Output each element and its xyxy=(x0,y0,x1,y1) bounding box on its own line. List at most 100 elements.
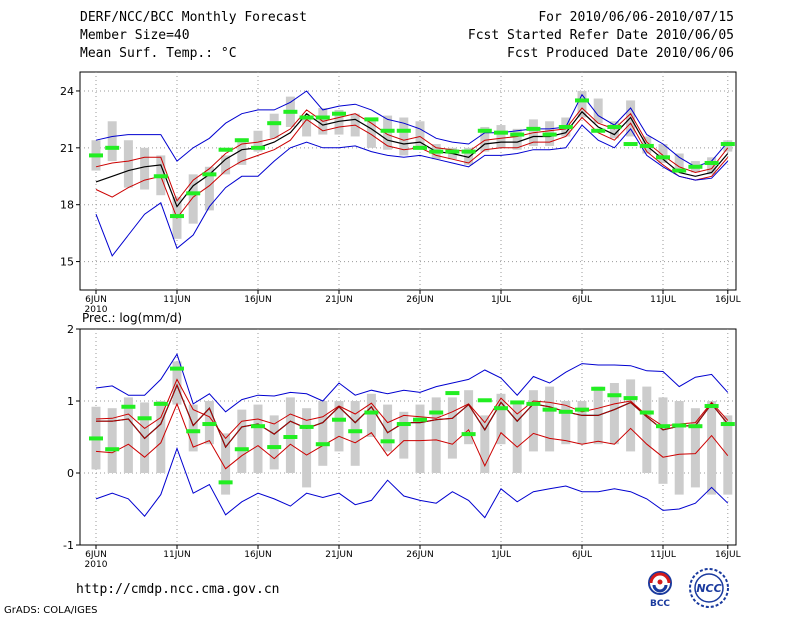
series-line-lower xyxy=(95,402,729,470)
observed-marker xyxy=(283,109,298,114)
x-tick-label: 16JUL xyxy=(715,550,741,560)
ensemble-box xyxy=(674,153,684,173)
y-tick-label: 18 xyxy=(60,199,74,212)
series-line-mean xyxy=(95,110,729,208)
ensemble-box xyxy=(172,361,182,405)
ensemble-box xyxy=(383,404,393,452)
ensemble-box xyxy=(415,121,425,150)
observed-marker xyxy=(477,398,492,403)
observed-marker xyxy=(413,417,427,422)
observed-marker xyxy=(186,429,201,434)
y-tick-label: -1 xyxy=(63,539,74,552)
ensemble-box xyxy=(690,408,700,488)
observed-marker xyxy=(380,128,395,133)
series-line-lower xyxy=(95,116,729,220)
ensemble-box xyxy=(577,90,587,118)
x-tick-label: 6JUL xyxy=(572,295,592,305)
observed-marker xyxy=(461,149,476,154)
observed-marker xyxy=(283,435,298,439)
series-line-max xyxy=(95,90,729,168)
ensemble-box xyxy=(253,404,263,473)
observed-marker xyxy=(510,400,525,405)
observed-marker xyxy=(461,432,476,437)
observed-marker xyxy=(170,366,184,371)
ensemble-box xyxy=(123,140,133,188)
observed-marker xyxy=(380,439,395,444)
ensemble-box xyxy=(366,393,376,437)
observed-marker xyxy=(591,128,606,133)
observed-marker xyxy=(526,401,541,406)
y-tick-label: 24 xyxy=(60,85,74,98)
x-tick-sublabel: 2010 xyxy=(85,560,108,570)
ensemble-box xyxy=(188,404,198,452)
ensemble-box xyxy=(221,433,231,495)
ensemble-box xyxy=(496,393,506,445)
ensemble-box xyxy=(674,401,684,495)
x-tick-label: 11JUN xyxy=(163,550,190,560)
ensemble-box xyxy=(431,397,441,473)
ensemble-box xyxy=(318,401,328,466)
ensemble-box xyxy=(642,386,652,473)
ensemble-box xyxy=(480,126,490,152)
observed-marker xyxy=(591,386,606,391)
observed-marker xyxy=(153,174,168,179)
observed-marker xyxy=(186,191,201,196)
ensemble-box xyxy=(577,401,587,445)
observed-marker xyxy=(558,409,573,414)
x-tick-label: 6JUN xyxy=(85,295,107,305)
x-tick-label: 11JUN xyxy=(163,295,190,305)
ensemble-box xyxy=(237,138,247,165)
ensemble-box xyxy=(512,401,522,473)
ensemble-box xyxy=(561,401,571,445)
observed-marker xyxy=(575,407,589,412)
observed-marker xyxy=(494,130,508,135)
observed-marker xyxy=(429,149,444,154)
observed-marker xyxy=(234,447,249,452)
observed-marker xyxy=(315,442,330,447)
plot-frame xyxy=(79,71,737,291)
series-line-mean_blend xyxy=(96,384,729,448)
observed-marker xyxy=(656,424,670,429)
ensemble-box xyxy=(464,147,474,165)
ensemble-box xyxy=(415,404,425,473)
x-tick-label: 21JUN xyxy=(325,550,352,560)
observed-marker xyxy=(105,447,120,452)
header-right: For 2010/06/06-2010/07/15 Fcst Started Re… xyxy=(468,9,734,63)
observed-marker xyxy=(218,147,233,152)
ensemble-box xyxy=(626,379,636,452)
ncc-logo-text: NCC xyxy=(696,582,721,595)
x-tick-label: 11JUL xyxy=(650,550,676,560)
observed-marker xyxy=(672,423,687,428)
observed-marker xyxy=(639,143,654,148)
observed-marker xyxy=(623,396,638,401)
bcc-logo-text: BCC xyxy=(650,599,670,609)
observed-marker xyxy=(251,424,265,429)
ensemble-box xyxy=(334,401,344,452)
variable-label: Mean Surf. Temp.: °C xyxy=(80,46,237,61)
observed-marker xyxy=(267,121,282,126)
observed-marker xyxy=(89,436,103,441)
observed-marker xyxy=(202,172,217,177)
ensemble-box xyxy=(123,397,133,473)
observed-marker xyxy=(623,142,638,147)
observed-marker xyxy=(526,126,541,131)
x-tick-label: 1JUL xyxy=(491,550,511,560)
observed-marker xyxy=(202,422,217,427)
observed-marker xyxy=(672,168,687,173)
source-url[interactable]: http://cmdp.ncc.cma.gov.cn xyxy=(76,582,280,597)
observed-marker xyxy=(607,124,622,129)
observed-marker xyxy=(429,410,444,415)
ensemble-box xyxy=(464,390,474,445)
ensemble-box xyxy=(399,117,409,156)
observed-marker xyxy=(607,393,622,398)
observed-marker xyxy=(396,128,411,133)
observed-marker xyxy=(639,410,654,415)
ensemble-box xyxy=(609,121,619,139)
x-tick-label: 16JUL xyxy=(715,295,741,305)
fcst-started-date: Fcst Started Refer Date 2010/06/05 xyxy=(467,28,734,43)
observed-marker xyxy=(267,445,282,450)
header-left: DERF/NCC/BCC Monthly Forecast Member Size… xyxy=(80,9,307,63)
grads-credit: GrADS: COLA/IGES xyxy=(4,605,98,616)
observed-marker xyxy=(510,132,525,137)
observed-marker xyxy=(494,406,508,411)
